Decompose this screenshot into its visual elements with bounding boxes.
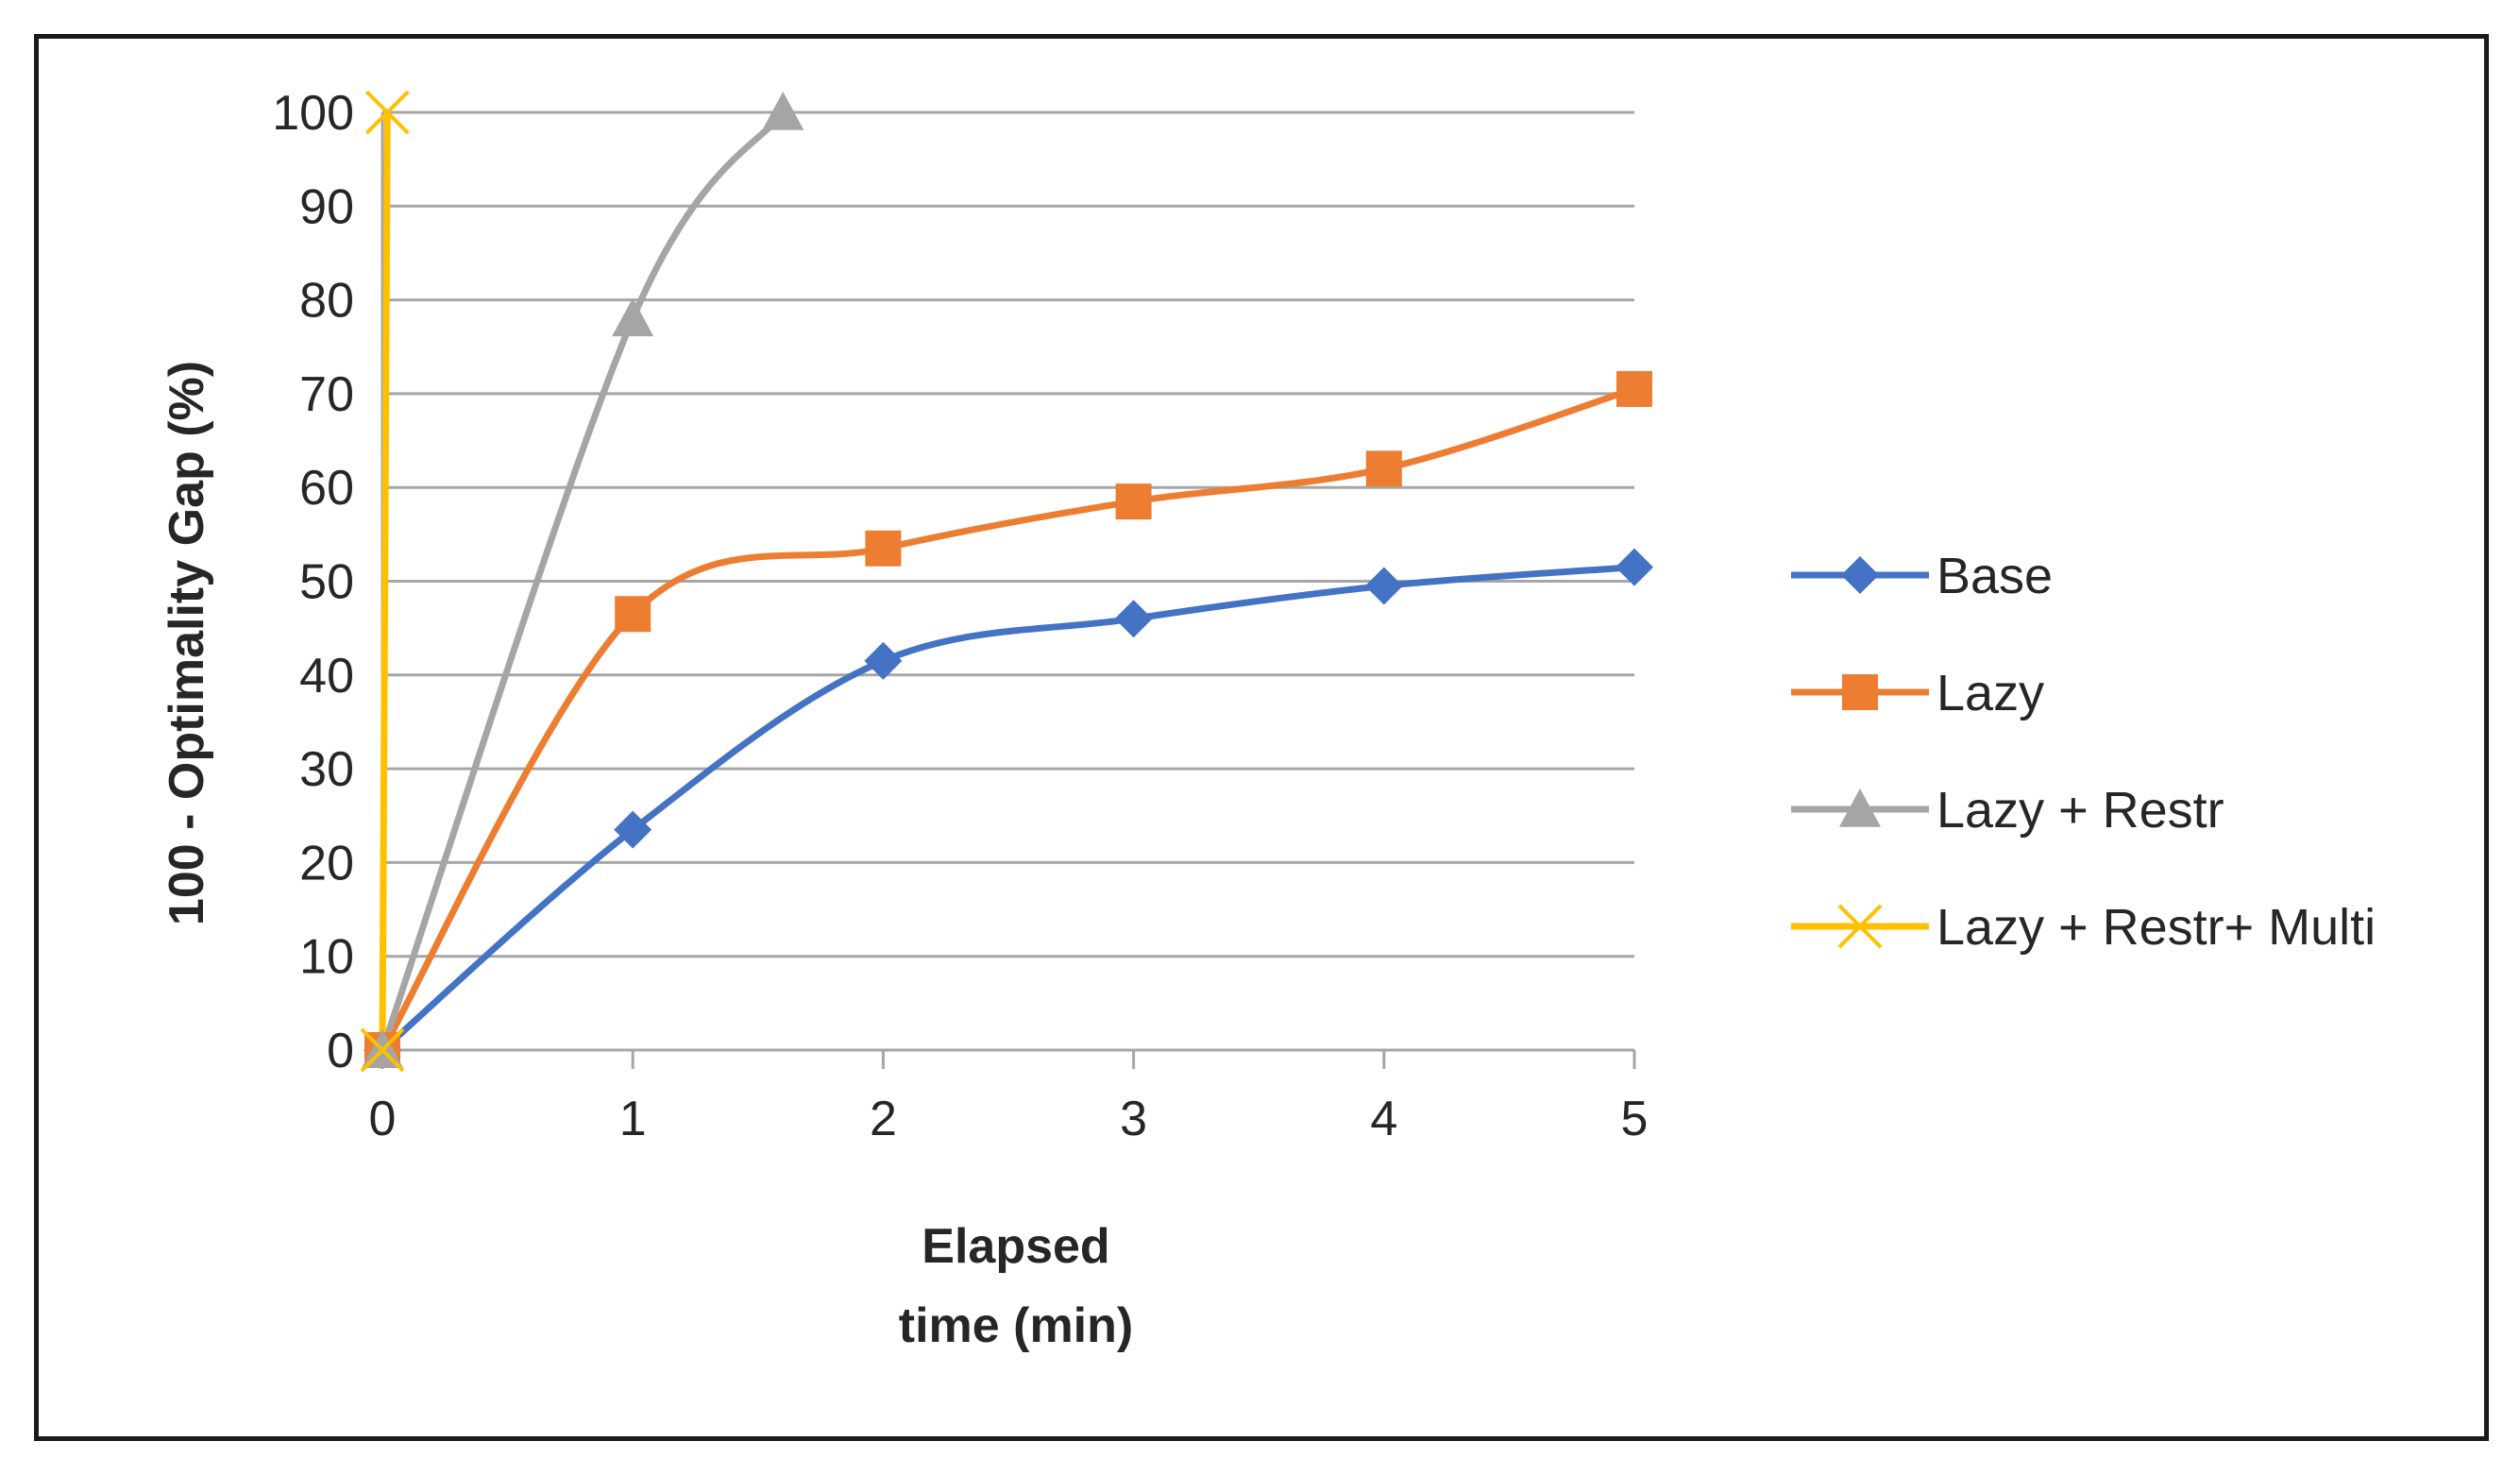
legend-marker-base (1841, 556, 1879, 594)
data-point-lazy-5 (1616, 370, 1652, 407)
line-chart: 0 10 20 30 40 50 60 70 80 90 100 0 1 2 3 4 5 100 - Opti… (160, 86, 2376, 1353)
legend-item-lazy: Lazy (1791, 665, 2044, 721)
series-line-lazy-restr-multi (379, 109, 391, 1054)
y-tick-label: 50 (299, 555, 354, 610)
y-tick-label: 40 (299, 649, 354, 704)
x-axis-title-line-2: time (min) (899, 1298, 1133, 1353)
data-point-lazy-restr-multi-0 (360, 1027, 405, 1073)
legend-label: Lazy + Restr (1937, 782, 2224, 839)
legend-item-lazy-restr-multi: Lazy + Restr+ Multi (1791, 899, 2376, 956)
x-tick-label: 0 (369, 1092, 397, 1146)
y-tick-label: 90 (299, 179, 354, 234)
data-point-lazy-1 (615, 596, 651, 633)
data-point-lazy-4 (1365, 450, 1402, 487)
data-point-base-2 (864, 641, 903, 680)
legend-item-base: Base (1791, 548, 2053, 604)
data-point-lazy-restr-multi-1 (364, 90, 410, 135)
legend-label: Lazy + Restr+ Multi (1937, 899, 2376, 956)
y-tick-label: 80 (299, 274, 354, 329)
data-point-base-3 (1114, 600, 1153, 638)
data-point-lazy-3 (1115, 483, 1152, 520)
x-tick-label: 5 (1621, 1092, 1649, 1146)
data-point-lazy-restr-2 (762, 92, 804, 130)
gridlines (382, 110, 1634, 958)
legend-marker-lazy-restr (1839, 788, 1881, 827)
y-tick-labels: 0 10 20 30 40 50 60 70 80 90 100 (272, 86, 354, 1078)
data-point-lazy-restr-1 (612, 297, 654, 337)
data-point-base-1 (614, 810, 652, 849)
x-tick-label: 2 (870, 1092, 897, 1146)
series-line-lazy-restr (379, 109, 786, 1054)
x-tick-label: 3 (1120, 1092, 1147, 1146)
legend-marker-lazy (1842, 674, 1878, 710)
x-tick-label: 1 (619, 1092, 647, 1146)
y-tick-label: 30 (299, 742, 354, 797)
x-tick-label: 4 (1370, 1092, 1397, 1146)
legend-marker-lazy-restr-multi (1837, 904, 1883, 949)
x-tick-labels: 0 1 2 3 4 5 (369, 1092, 1649, 1146)
chart-frame: 0 10 20 30 40 50 60 70 80 90 100 0 1 2 3 4 5 100 - Opti… (34, 34, 2489, 1441)
data-point-base-5 (1615, 548, 1653, 586)
y-tick-label: 10 (299, 930, 354, 985)
y-tick-label: 100 (272, 86, 354, 141)
legend-label: Lazy (1937, 665, 2044, 721)
series-line-base (379, 564, 1638, 1054)
legend-label: Base (1937, 548, 2053, 604)
data-point-lazy-2 (865, 530, 902, 567)
data-point-base-4 (1364, 567, 1403, 605)
series-markers (360, 90, 1653, 1073)
y-tick-label: 20 (299, 836, 354, 890)
y-tick-label: 60 (299, 461, 354, 516)
legend-item-lazy-restr: Lazy + Restr (1791, 782, 2224, 839)
axes (381, 112, 1636, 1069)
legend: Base Lazy Lazy + Restr Lazy + Restr+ Multi (1791, 548, 2376, 956)
y-axis-title: 100 - Optimality Gap (%) (160, 361, 214, 925)
y-tick-label: 70 (299, 367, 354, 422)
x-axis-title-line-1: Elapsed (922, 1219, 1109, 1274)
y-tick-label: 0 (327, 1024, 354, 1078)
